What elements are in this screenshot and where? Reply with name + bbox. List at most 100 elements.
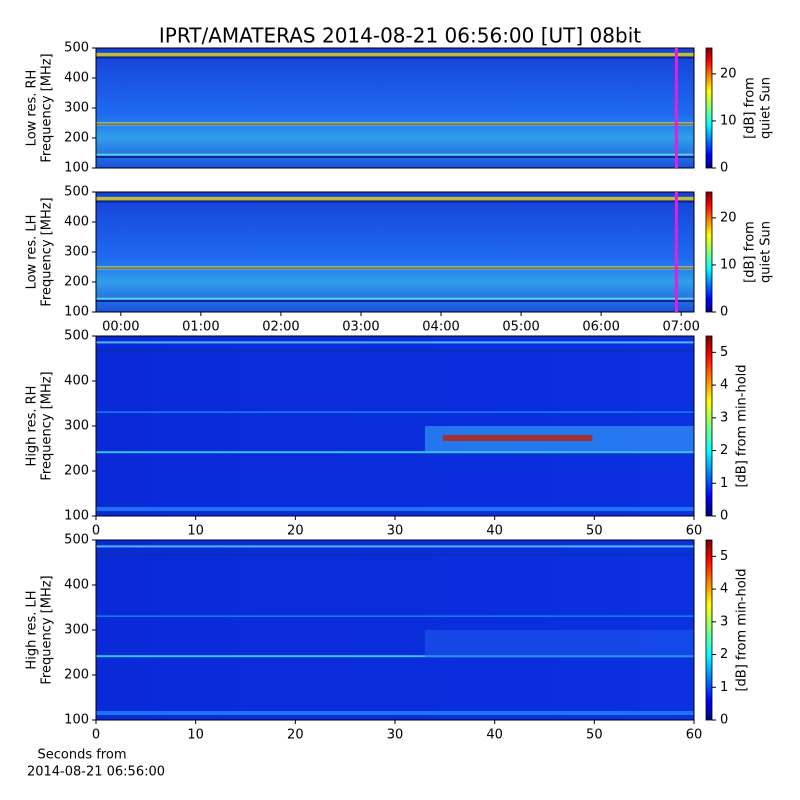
colorbar-tick-label: 10 <box>720 257 737 272</box>
x-tick-label: 10 <box>187 524 204 539</box>
y-tick-label: 200 <box>64 464 89 479</box>
y-axis-label: Low res. LH <box>25 215 40 290</box>
spectral-band <box>96 711 694 715</box>
spectral-band <box>96 267 694 269</box>
colorbar <box>705 191 713 313</box>
colorbar-label: quiet Sun <box>759 77 774 139</box>
colorbar-tick-label: 20 <box>720 66 737 81</box>
x-tick-label: 60 <box>686 728 703 743</box>
spectrogram <box>96 192 694 312</box>
x-tick-label: 20 <box>287 524 304 539</box>
colorbar-tick-label: 10 <box>720 113 737 128</box>
colorbar-tick-label: 2 <box>720 443 728 458</box>
y-tick-label: 500 <box>64 185 89 200</box>
colorbar-label: quiet Sun <box>759 221 774 283</box>
x-caption: 2014-08-21 06:56:00 <box>27 765 165 780</box>
x-tick-label: 00:00 <box>102 320 139 335</box>
spectral-band <box>96 655 694 658</box>
spectral-band <box>96 507 694 511</box>
spectral-band <box>96 350 694 352</box>
y-tick-label: 400 <box>64 578 89 593</box>
x-tick-label: 03:00 <box>342 320 379 335</box>
colorbar-label: [dB] from <box>743 221 758 283</box>
colorbar-label: [dB] from min-hold <box>735 568 750 691</box>
colorbar-label: [dB] from <box>743 77 758 139</box>
colorbar <box>705 47 713 169</box>
spectral-band <box>96 545 694 548</box>
x-tick-label: 0 <box>92 728 100 743</box>
y-tick-label: 300 <box>64 419 89 434</box>
spectral-band <box>96 341 694 344</box>
colorbar-tick-label: 5 <box>720 549 728 564</box>
colorbar-tick-label: 0 <box>720 713 728 728</box>
colorbar-tick-label: 0 <box>720 305 728 320</box>
x-tick-label: 50 <box>586 524 603 539</box>
y-tick-label: 300 <box>64 101 89 116</box>
y-axis-label: Frequency [MHz] <box>40 53 55 162</box>
burst-core <box>442 435 593 441</box>
y-tick-label: 500 <box>64 533 89 548</box>
x-tick-label: 40 <box>486 524 503 539</box>
spectral-band <box>96 297 694 300</box>
x-caption: Seconds from <box>37 748 126 763</box>
colorbar-tick-label: 5 <box>720 345 728 360</box>
y-axis-label: Frequency [MHz] <box>40 197 55 306</box>
y-tick-label: 500 <box>64 329 89 344</box>
spectral-band <box>96 615 694 617</box>
y-tick-label: 400 <box>64 71 89 86</box>
x-tick-label: 20 <box>287 728 304 743</box>
colorbar-tick-label: 3 <box>720 410 728 425</box>
y-tick-label: 100 <box>64 305 89 320</box>
y-tick-label: 500 <box>64 41 89 56</box>
x-tick-label: 60 <box>686 524 703 539</box>
colorbar-label: [dB] from min-hold <box>735 364 750 487</box>
x-tick-label: 07:00 <box>662 320 699 335</box>
colorbar-tick-label: 4 <box>720 378 728 393</box>
x-tick-label: 02:00 <box>262 320 299 335</box>
colorbar-tick-label: 20 <box>720 210 737 225</box>
y-tick-label: 400 <box>64 374 89 389</box>
y-tick-label: 100 <box>64 509 89 524</box>
spectral-band <box>96 196 694 201</box>
colorbar-tick-label: 1 <box>720 476 728 491</box>
y-tick-label: 400 <box>64 215 89 230</box>
colorbar-tick-label: 0 <box>720 161 728 176</box>
y-axis-label: Low res. RH <box>25 70 40 147</box>
spectrogram <box>96 48 694 168</box>
spectral-band <box>96 153 694 156</box>
x-tick-label: 05:00 <box>502 320 539 335</box>
x-tick-label: 40 <box>486 728 503 743</box>
x-tick-label: 06:00 <box>582 320 619 335</box>
colorbar-tick-label: 3 <box>720 614 728 629</box>
colorbar-tick-label: 4 <box>720 582 728 597</box>
y-axis-label: Frequency [MHz] <box>40 575 55 684</box>
x-tick-label: 30 <box>387 524 404 539</box>
y-tick-label: 200 <box>64 668 89 683</box>
colorbar <box>705 335 713 517</box>
spectral-band <box>96 156 694 158</box>
colorbar-tick-label: 2 <box>720 647 728 662</box>
y-tick-label: 100 <box>64 161 89 176</box>
x-tick-label: 30 <box>387 728 404 743</box>
x-tick-label: 0 <box>92 524 100 539</box>
y-axis-label: Frequency [MHz] <box>40 371 55 480</box>
spectral-band <box>96 411 694 413</box>
spectral-band <box>96 52 694 57</box>
x-tick-label: 04:00 <box>422 320 459 335</box>
spectral-band <box>96 451 694 454</box>
y-tick-label: 300 <box>64 623 89 638</box>
y-tick-label: 300 <box>64 245 89 260</box>
title: IPRT/AMATERAS 2014-08-21 06:56:00 [UT] 0… <box>159 24 641 48</box>
y-axis-label: High res. LH <box>25 590 40 669</box>
y-tick-label: 200 <box>64 131 89 146</box>
y-axis-label: High res. RH <box>25 386 40 467</box>
spectral-band <box>96 300 694 302</box>
spectral-band <box>96 200 694 203</box>
y-tick-label: 200 <box>64 275 89 290</box>
spectral-band <box>96 554 694 556</box>
spectral-band <box>96 56 694 59</box>
colorbar-tick-label: 0 <box>720 509 728 524</box>
y-tick-label: 100 <box>64 713 89 728</box>
colorbar-tick-label: 1 <box>720 680 728 695</box>
